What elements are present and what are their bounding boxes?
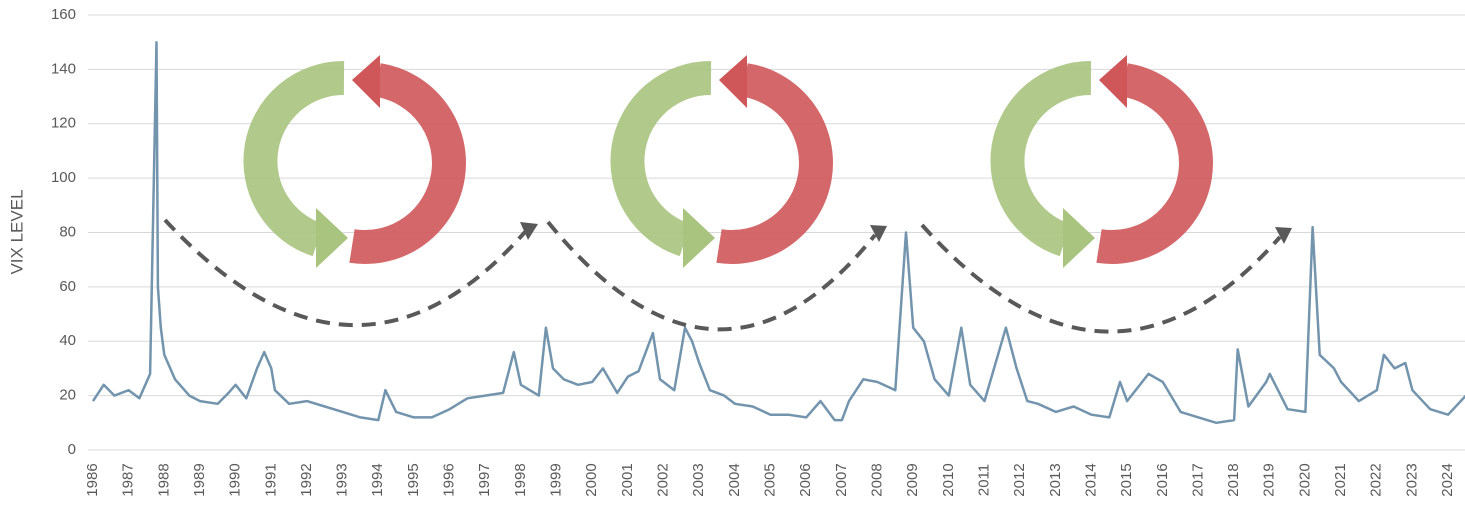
dashed-arrow (163, 218, 527, 327)
x-tick-label: 1986 (84, 463, 101, 496)
red-arc (349, 63, 466, 264)
x-tick-label: 2001 (619, 463, 636, 496)
red-head (719, 55, 747, 108)
x-tick-label: 2005 (762, 463, 779, 496)
green-head (1063, 208, 1095, 268)
arrow-head (1275, 227, 1292, 244)
x-tick-label: 2003 (690, 463, 707, 496)
x-tick-label: 1988 (155, 463, 172, 496)
x-tick-label: 1996 (441, 463, 458, 496)
cycle-icon (243, 55, 466, 268)
x-tick-label: 2011 (975, 464, 992, 496)
y-tick-label: 100 (51, 169, 76, 186)
x-tick-label: 1990 (227, 463, 244, 496)
x-tick-label: 1999 (548, 463, 565, 496)
y-tick-label: 120 (51, 115, 76, 132)
y-tick-label: 0 (68, 441, 76, 458)
y-tick-label: 60 (59, 278, 76, 295)
x-tick-label: 2008 (868, 463, 885, 496)
x-tick-label: 2020 (1296, 463, 1313, 496)
x-tick-label: 2024 (1439, 463, 1456, 496)
x-tick-label: 2014 (1082, 463, 1099, 496)
y-tick-label: 40 (59, 332, 76, 349)
arrow-head (520, 222, 538, 240)
x-tick-label: 2019 (1261, 463, 1278, 496)
cycle-icon (990, 55, 1213, 268)
y-tick-label: 160 (51, 6, 76, 23)
vix-line (91, 40, 1465, 425)
green-head (683, 208, 715, 268)
red-arc (1096, 63, 1213, 264)
x-tick-label: 1991 (262, 463, 279, 496)
x-tick-label: 2022 (1368, 463, 1385, 496)
x-tick-label: 2009 (904, 463, 921, 496)
cycle-icon (610, 55, 833, 268)
x-tick-label: 1993 (334, 463, 351, 496)
x-tick-label: 1995 (405, 463, 422, 496)
x-tick-label: 1987 (120, 463, 137, 496)
x-tick-label: 2004 (726, 463, 743, 496)
x-tick-label: 2012 (1011, 463, 1028, 496)
x-tick-label: 2023 (1403, 463, 1420, 496)
y-tick-label: 80 (59, 223, 76, 240)
red-arc (716, 63, 833, 264)
x-tick-label: 2007 (833, 463, 850, 496)
green-arc (243, 60, 345, 257)
x-tick-label: 2017 (1189, 463, 1206, 496)
dashed-arrow (546, 220, 877, 332)
x-tick-label: 2010 (940, 463, 957, 496)
dashed-arrow (920, 223, 1282, 334)
green-arc (610, 60, 712, 257)
cycle-arrows (163, 218, 1292, 334)
green-head (316, 208, 348, 268)
green-arc (990, 60, 1092, 257)
x-tick-label: 1994 (369, 463, 386, 496)
arrow-head (870, 225, 887, 242)
y-axis-label: VIX LEVEL (7, 189, 26, 274)
y-tick-label: 140 (51, 60, 76, 77)
red-head (1099, 55, 1127, 108)
x-tick-label: 1997 (476, 463, 493, 496)
x-tick-label: 1992 (298, 463, 315, 496)
x-tick-label: 2000 (583, 463, 600, 496)
x-tick-label: 2018 (1225, 463, 1242, 496)
x-tick-label: 2021 (1332, 463, 1349, 496)
x-tick-label: 2016 (1154, 463, 1171, 496)
y-tick-label: 20 (59, 387, 76, 404)
x-tick-label: 1989 (191, 463, 208, 496)
x-tick-label: 1998 (512, 463, 529, 496)
x-tick-label: 2015 (1118, 463, 1135, 496)
x-tick-label: 2006 (797, 463, 814, 496)
x-tick-label: 2013 (1047, 463, 1064, 496)
red-head (352, 55, 380, 108)
x-tick-label: 2002 (655, 463, 672, 496)
